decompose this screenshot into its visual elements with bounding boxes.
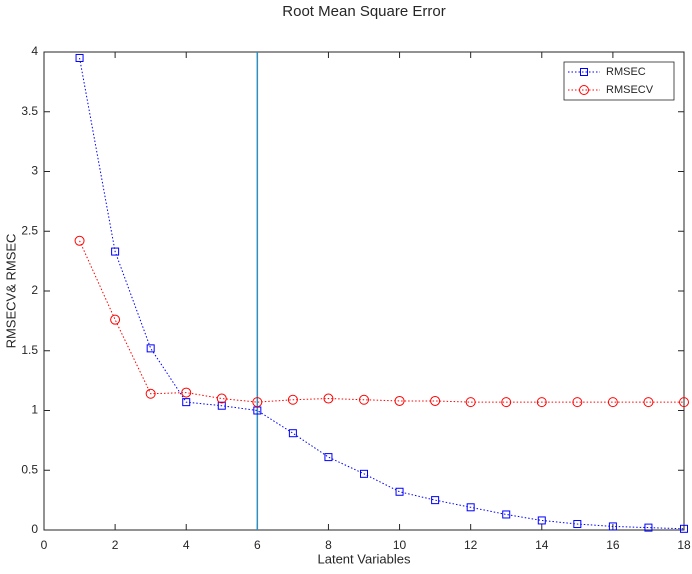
marker [466,503,475,512]
x-tick-label: 6 [254,538,261,552]
x-tick-label: 16 [606,538,620,552]
marker [75,53,84,62]
legend-marker [579,85,589,95]
x-tick-label: 12 [464,538,478,552]
y-tick-label: 2 [31,283,38,297]
x-tick-label: 4 [183,538,190,552]
x-tick-label: 14 [535,538,549,552]
x-tick-label: 10 [393,538,407,552]
marker [110,314,121,325]
x-tick-label: 8 [325,538,332,552]
marker [643,397,654,408]
marker [465,397,476,408]
marker [431,496,440,505]
marker [217,401,226,410]
marker [146,344,155,353]
y-tick-label: 1 [31,403,38,417]
marker [537,516,546,525]
marker [679,397,689,408]
series-line [79,240,684,403]
marker [181,387,192,398]
x-tick-label: 18 [677,538,691,552]
marker [536,397,547,408]
marker [607,397,618,408]
series-line [79,57,685,530]
marker [287,394,298,405]
legend-marker [580,68,588,76]
x-tick-label: 0 [41,538,48,552]
y-axis-label: RMSECV& RMSEC [3,234,18,349]
marker [145,388,156,399]
marker [216,393,227,404]
marker [573,520,582,529]
legend-label: RMSEC [606,66,646,78]
y-tick-label: 3.5 [21,104,38,118]
y-tick-label: 0.5 [21,462,38,476]
marker [430,395,441,406]
marker [395,487,404,496]
marker [323,393,334,404]
marker [572,397,583,408]
marker [608,522,617,531]
legend-label: RMSECV [606,84,654,96]
x-axis-label: Latent Variables [318,551,411,566]
marker [394,395,405,406]
x-tick-label: 2 [112,538,119,552]
marker [502,510,511,519]
marker [324,453,333,462]
y-tick-label: 4 [31,44,38,58]
marker [680,524,688,533]
marker [644,523,653,532]
marker [252,397,263,408]
marker [501,397,512,408]
marker [360,469,368,478]
marker [359,394,369,405]
y-tick-label: 3 [31,164,38,178]
marker [111,247,120,256]
marker [74,235,85,246]
y-tick-label: 2.5 [21,223,38,237]
y-tick-label: 1.5 [21,343,38,357]
marker [182,398,191,407]
chart-title: Root Mean Square Error [282,3,445,20]
marker [288,429,297,438]
y-tick-label: 0 [31,522,38,536]
